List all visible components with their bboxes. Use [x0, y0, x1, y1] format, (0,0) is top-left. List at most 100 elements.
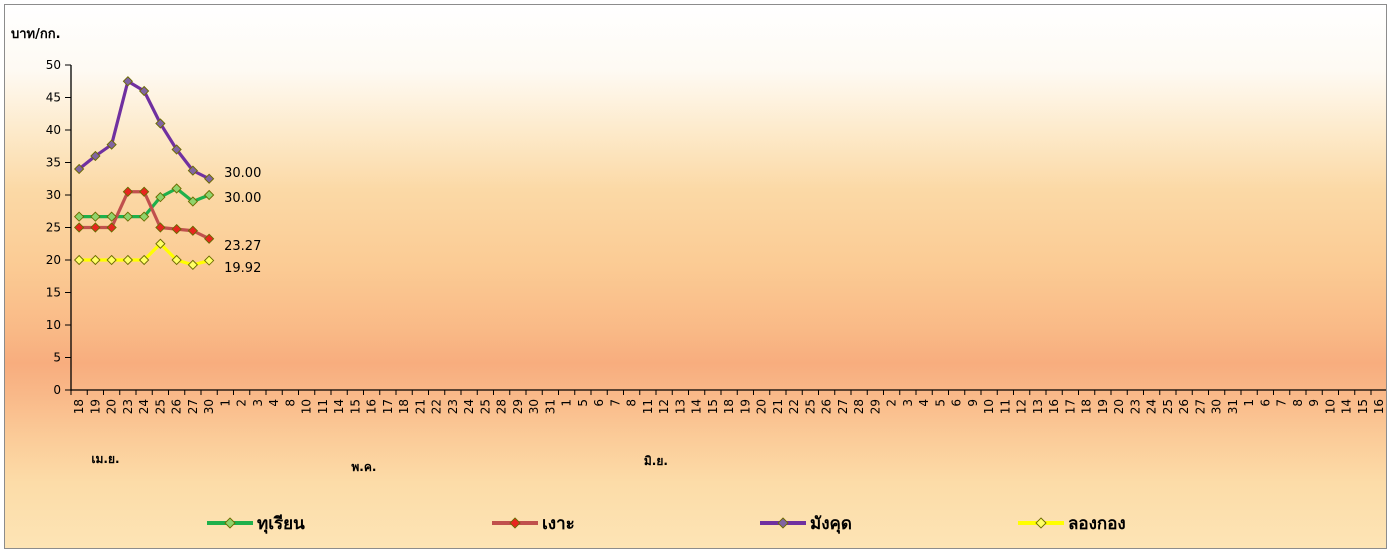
data-point-marker [203, 189, 215, 201]
legend-label: ลองกอง [1068, 514, 1126, 534]
x-tick-label: 31 [1226, 399, 1240, 414]
x-tick-label: 11 [316, 399, 330, 414]
x-tick-label: 23 [446, 399, 460, 414]
x-tick-label: 8 [1291, 399, 1305, 407]
data-label-end: 19.92 [224, 261, 261, 276]
x-tick-label: 6 [1258, 399, 1272, 407]
legend-label: ทุเรียน [257, 513, 305, 534]
x-tick-label: 11 [998, 399, 1012, 414]
data-point-marker [155, 222, 166, 233]
x-tick-label: 16 [365, 399, 379, 414]
x-tick-label: 23 [1128, 399, 1142, 414]
x-tick-label: 29 [868, 399, 882, 414]
markers [73, 76, 215, 271]
data-point-marker [73, 254, 85, 266]
data-label-end: 23.27 [224, 239, 261, 254]
x-tick-label: 20 [755, 399, 769, 414]
x-tick-label: 4 [917, 399, 931, 407]
x-tick-label: 19 [88, 399, 102, 414]
data-point-marker [73, 211, 85, 222]
chart-frame: บาท/กก. 0 5 10 15 20 25 30 35 40 45 50 18 19 20 23 24 25… [4, 4, 1387, 549]
x-tick-label: 13 [1031, 399, 1045, 414]
data-point-marker [90, 222, 101, 233]
x-tick-label: 14 [332, 399, 346, 414]
x-tick-label: 11 [641, 399, 655, 414]
x-tick-label: 25 [1161, 399, 1175, 414]
data-point-marker [138, 186, 150, 197]
x-tick-label: 24 [462, 399, 476, 414]
y-tick-label: 25 [46, 221, 61, 235]
x-tick-label: 27 [836, 399, 850, 414]
x-tick-label: 29 [511, 399, 525, 414]
data-point-marker [171, 183, 182, 194]
x-tick-label: 8 [625, 399, 639, 407]
x-tick-label: 22 [430, 399, 444, 414]
y-tick-label: 50 [46, 58, 61, 72]
y-tick-label: 10 [46, 318, 61, 332]
x-tick-label: 26 [820, 399, 834, 414]
x-tick-label: 20 [105, 399, 119, 414]
data-point-marker [203, 255, 215, 266]
x-tick-label: 5 [933, 399, 947, 407]
data-point-marker [203, 173, 215, 184]
data-point-marker [122, 186, 134, 197]
x-tick-label: 7 [608, 399, 622, 407]
x-tick-label: 14 [1340, 399, 1354, 414]
data-point-marker [171, 254, 182, 266]
x-tick-label: 22 [787, 399, 801, 414]
x-tick-label: 20 [1112, 399, 1126, 414]
data-label-end: 30.00 [224, 166, 261, 181]
data-point-marker [122, 254, 134, 266]
data-point-marker [171, 144, 182, 155]
data-point-marker [122, 76, 134, 87]
month-label: พ.ค. [351, 460, 376, 474]
x-tick-label: 1 [218, 399, 232, 407]
data-point-marker [106, 254, 117, 266]
x-tick-label: 18 [397, 399, 411, 414]
data-point-marker [73, 163, 85, 175]
x-tick-label: 3 [901, 399, 915, 407]
x-tick-label: 18 [722, 399, 736, 414]
data-point-marker [203, 233, 215, 244]
data-point-marker [73, 222, 85, 233]
data-point-marker [138, 85, 150, 97]
x-tick-label: 25 [803, 399, 817, 414]
x-tick-label: 21 [771, 399, 785, 414]
x-tick-label: 15 [348, 399, 362, 414]
x-tick-label: 10 [300, 399, 314, 414]
x-tick-label: 23 [121, 399, 135, 414]
x-tick-label: 6 [592, 399, 606, 407]
x-tick-label: 1 [560, 399, 574, 407]
legend-label: เงาะ [542, 514, 575, 534]
x-tick-label: 18 [1080, 399, 1094, 414]
x-tick-label: 17 [1063, 399, 1077, 414]
x-tick-label: 30 [202, 399, 216, 414]
data-point-marker [90, 211, 101, 222]
month-label: เม.ย. [91, 452, 119, 466]
x-tick-label: 1 [1242, 399, 1256, 407]
x-tick-label: 5 [576, 399, 590, 407]
y-tick-label: 35 [46, 156, 61, 170]
x-tick-label: 26 [170, 399, 184, 414]
x-tick-label: 10 [982, 399, 996, 414]
x-tick-label: 9 [1307, 399, 1321, 407]
data-point-marker [187, 259, 199, 271]
x-tick-label: 12 [657, 399, 671, 414]
data-point-marker [90, 150, 101, 162]
x-tick-label: 2 [235, 399, 249, 407]
x-tick-label: 25 [478, 399, 492, 414]
x-tick-label: 10 [1323, 399, 1337, 414]
data-point-marker [90, 254, 101, 266]
x-tick-label: 30 [1210, 399, 1224, 414]
data-label-end: 30.00 [224, 191, 261, 206]
legend-marker-swatch [224, 517, 236, 529]
month-label: มิ.ย. [644, 454, 668, 468]
y-tick-label: 0 [53, 383, 61, 397]
data-point-marker [138, 254, 150, 266]
x-tick-label: 24 [1145, 399, 1159, 414]
x-tick-label: 9 [966, 399, 980, 407]
x-tick-label: 16 [1372, 399, 1386, 414]
x-tick-label: 27 [186, 399, 200, 414]
